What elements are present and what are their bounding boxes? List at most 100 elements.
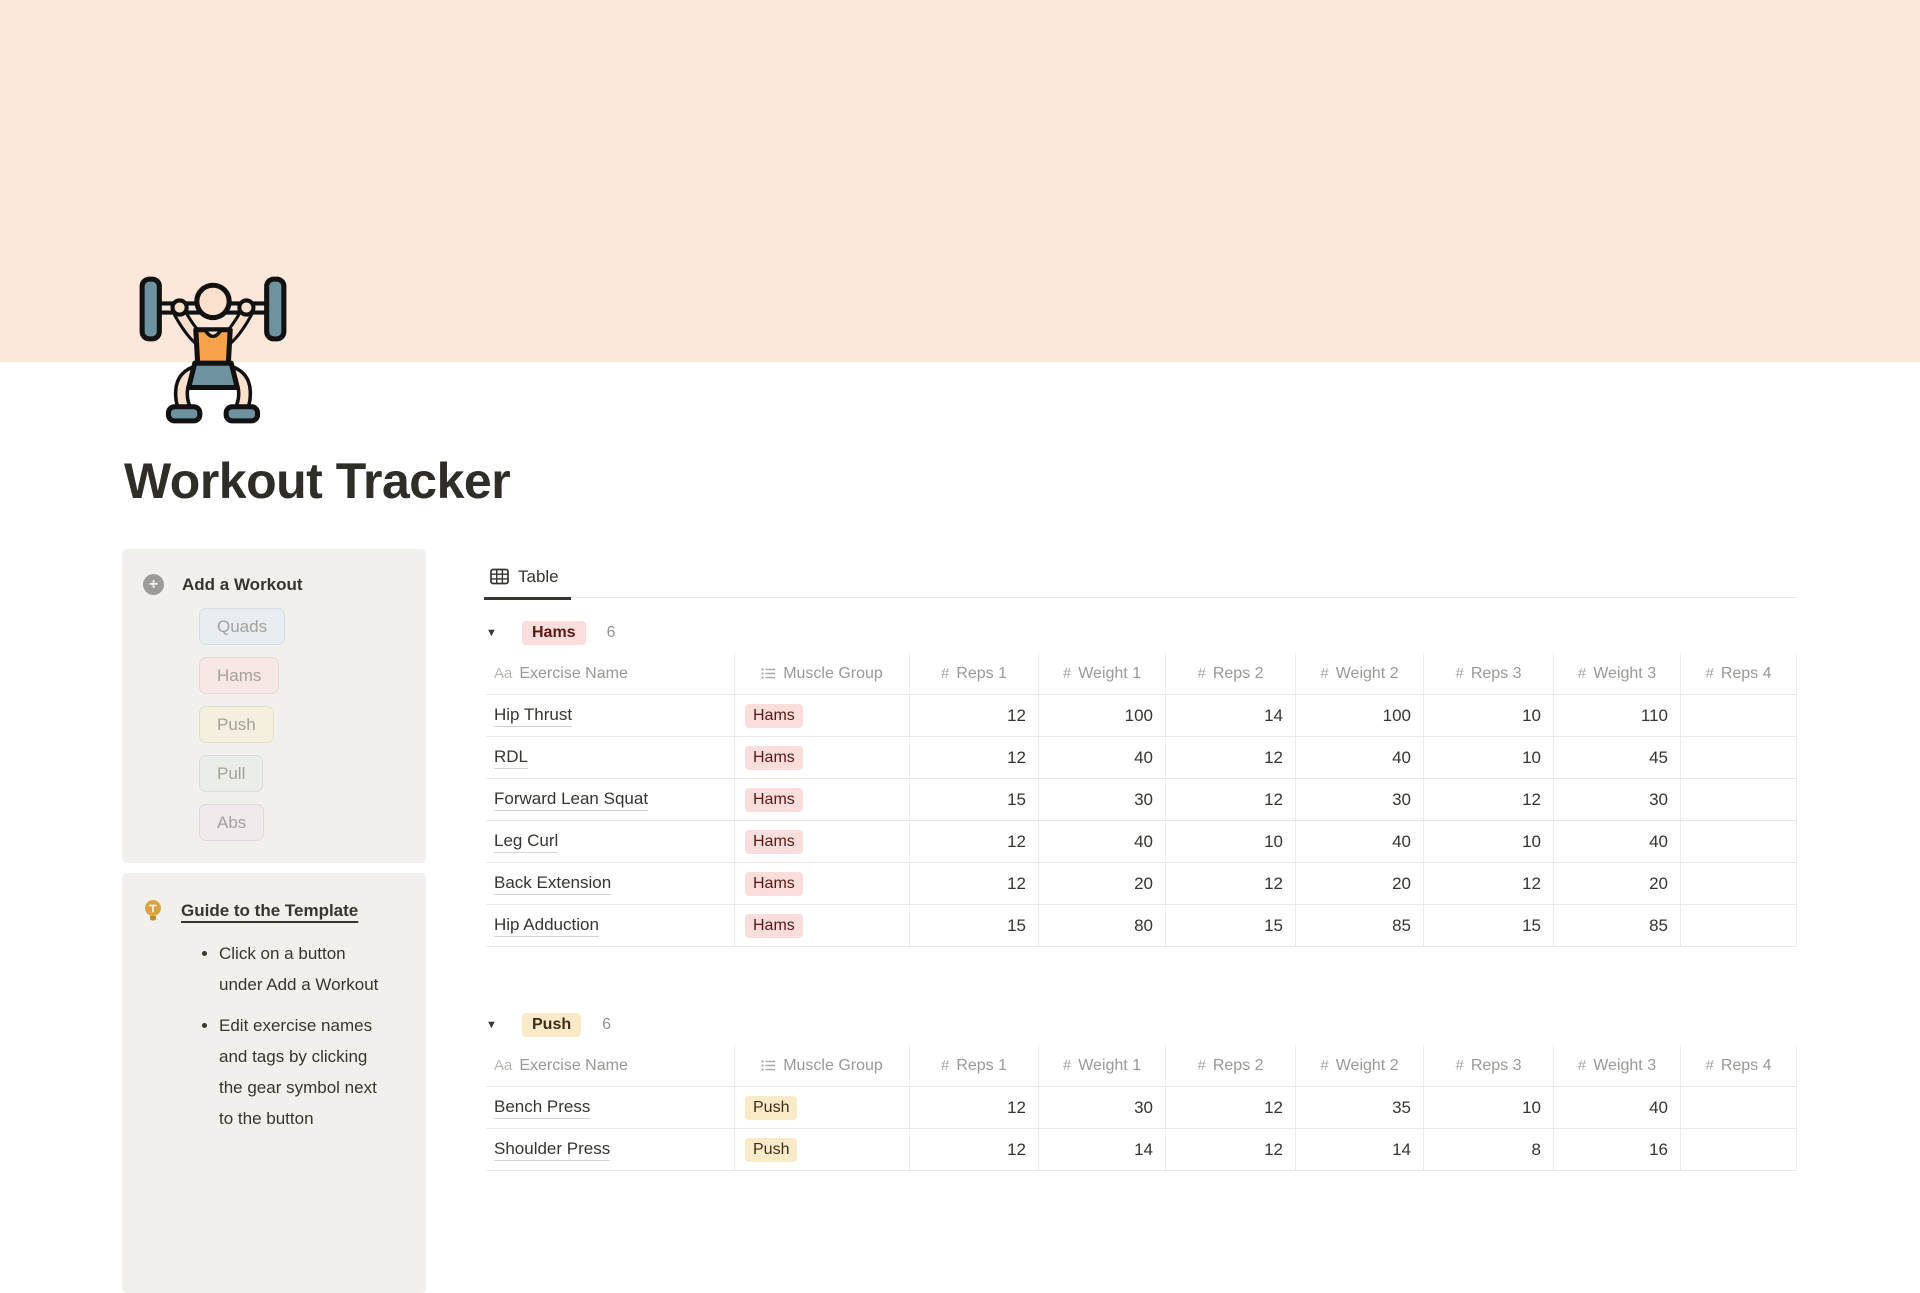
workout-button-hams[interactable]: Hams [199,657,280,694]
exercise-name-cell[interactable]: Hip Adduction [486,905,734,946]
value-cell[interactable]: 14 [1038,1129,1165,1170]
value-cell[interactable]: 15 [909,905,1038,946]
value-cell[interactable]: 15 [909,779,1038,820]
value-cell[interactable]: 100 [1295,695,1423,736]
value-cell[interactable]: 40 [1295,821,1423,862]
value-cell[interactable]: 12 [1165,1087,1295,1128]
value-cell[interactable]: 12 [909,737,1038,778]
value-cell[interactable]: 12 [909,1087,1038,1128]
column-header-weight-1[interactable]: # Weight 1 [1038,1045,1165,1086]
column-header-reps-1[interactable]: # Reps 1 [909,653,1038,694]
value-cell[interactable]: 35 [1295,1087,1423,1128]
column-header-reps-2[interactable]: # Reps 2 [1165,653,1295,694]
value-cell[interactable]: 15 [1165,905,1295,946]
value-cell[interactable]: 30 [1553,779,1680,820]
column-header-weight-2[interactable]: # Weight 2 [1295,653,1423,694]
muscle-group-cell[interactable]: Hams [734,779,909,820]
value-cell[interactable]: 12 [1423,863,1553,904]
muscle-group-cell[interactable]: Hams [734,905,909,946]
value-cell[interactable]: 20 [1553,863,1680,904]
value-cell[interactable] [1680,1087,1797,1128]
value-cell[interactable]: 10 [1423,695,1553,736]
value-cell[interactable]: 85 [1553,905,1680,946]
value-cell[interactable]: 12 [1165,737,1295,778]
muscle-group-cell[interactable]: Hams [734,737,909,778]
value-cell[interactable]: 80 [1038,905,1165,946]
value-cell[interactable]: 16 [1553,1129,1680,1170]
value-cell[interactable]: 8 [1423,1129,1553,1170]
column-header-weight-3[interactable]: # Weight 3 [1553,653,1680,694]
value-cell[interactable]: 12 [1165,779,1295,820]
value-cell[interactable] [1680,821,1797,862]
weightlifter-squat-icon[interactable] [132,272,294,424]
value-cell[interactable]: 110 [1553,695,1680,736]
column-header-muscle-group[interactable]: Muscle Group [734,1045,909,1086]
exercise-name-cell[interactable]: Back Extension [486,863,734,904]
column-header-weight-1[interactable]: # Weight 1 [1038,653,1165,694]
value-cell[interactable]: 14 [1295,1129,1423,1170]
value-cell[interactable]: 40 [1038,821,1165,862]
value-cell[interactable]: 45 [1553,737,1680,778]
muscle-group-cell[interactable]: Hams [734,821,909,862]
column-header-reps-3[interactable]: # Reps 3 [1423,653,1553,694]
value-cell[interactable]: 12 [909,695,1038,736]
column-header-reps-3[interactable]: # Reps 3 [1423,1045,1553,1086]
page-title[interactable]: Workout Tracker [124,453,511,509]
exercise-name-cell[interactable]: Shoulder Press [486,1129,734,1170]
workout-button-pull[interactable]: Pull [199,755,264,792]
value-cell[interactable]: 12 [909,1129,1038,1170]
exercise-name-cell[interactable]: Bench Press [486,1087,734,1128]
muscle-group-cell[interactable]: Hams [734,863,909,904]
value-cell[interactable]: 40 [1038,737,1165,778]
exercise-name-cell[interactable]: Leg Curl [486,821,734,862]
value-cell[interactable]: 12 [1165,863,1295,904]
tab-table[interactable]: Table [484,556,571,600]
column-header-reps-2[interactable]: # Reps 2 [1165,1045,1295,1086]
value-cell[interactable]: 10 [1165,821,1295,862]
value-cell[interactable]: 15 [1423,905,1553,946]
muscle-group-cell[interactable]: Push [734,1087,909,1128]
group-toggle-icon[interactable]: ▼ [486,1019,497,1031]
value-cell[interactable] [1680,863,1797,904]
muscle-group-cell[interactable]: Hams [734,695,909,736]
exercise-name-cell[interactable]: Forward Lean Squat [486,779,734,820]
column-header-exercise-name[interactable]: Aa Exercise Name [486,1045,734,1086]
value-cell[interactable]: 10 [1423,737,1553,778]
value-cell[interactable]: 12 [1165,1129,1295,1170]
group-toggle-icon[interactable]: ▼ [486,627,497,639]
value-cell[interactable] [1680,695,1797,736]
value-cell[interactable] [1680,779,1797,820]
value-cell[interactable]: 10 [1423,821,1553,862]
column-header-exercise-name[interactable]: Aa Exercise Name [486,653,734,694]
value-cell[interactable]: 20 [1295,863,1423,904]
column-header-reps-4[interactable]: # Reps 4 [1680,1045,1797,1086]
workout-button-quads[interactable]: Quads [199,608,286,645]
value-cell[interactable]: 85 [1295,905,1423,946]
value-cell[interactable] [1680,1129,1797,1170]
column-header-reps-1[interactable]: # Reps 1 [909,1045,1038,1086]
exercise-name-cell[interactable]: RDL [486,737,734,778]
value-cell[interactable]: 40 [1553,1087,1680,1128]
value-cell[interactable]: 20 [1038,863,1165,904]
column-header-weight-3[interactable]: # Weight 3 [1553,1045,1680,1086]
value-cell[interactable]: 40 [1295,737,1423,778]
value-cell[interactable] [1680,905,1797,946]
value-cell[interactable]: 14 [1165,695,1295,736]
muscle-group-cell[interactable]: Push [734,1129,909,1170]
exercise-name-cell[interactable]: Hip Thrust [486,695,734,736]
value-cell[interactable] [1680,737,1797,778]
value-cell[interactable]: 100 [1038,695,1165,736]
column-header-weight-2[interactable]: # Weight 2 [1295,1045,1423,1086]
value-cell[interactable]: 30 [1038,779,1165,820]
value-cell[interactable]: 30 [1295,779,1423,820]
column-header-muscle-group[interactable]: Muscle Group [734,653,909,694]
value-cell[interactable]: 12 [909,821,1038,862]
workout-button-abs[interactable]: Abs [199,804,265,841]
workout-button-push[interactable]: Push [199,706,274,743]
value-cell[interactable]: 40 [1553,821,1680,862]
column-header-reps-4[interactable]: # Reps 4 [1680,653,1797,694]
value-cell[interactable]: 30 [1038,1087,1165,1128]
value-cell[interactable]: 12 [1423,779,1553,820]
value-cell[interactable]: 10 [1423,1087,1553,1128]
value-cell[interactable]: 12 [909,863,1038,904]
